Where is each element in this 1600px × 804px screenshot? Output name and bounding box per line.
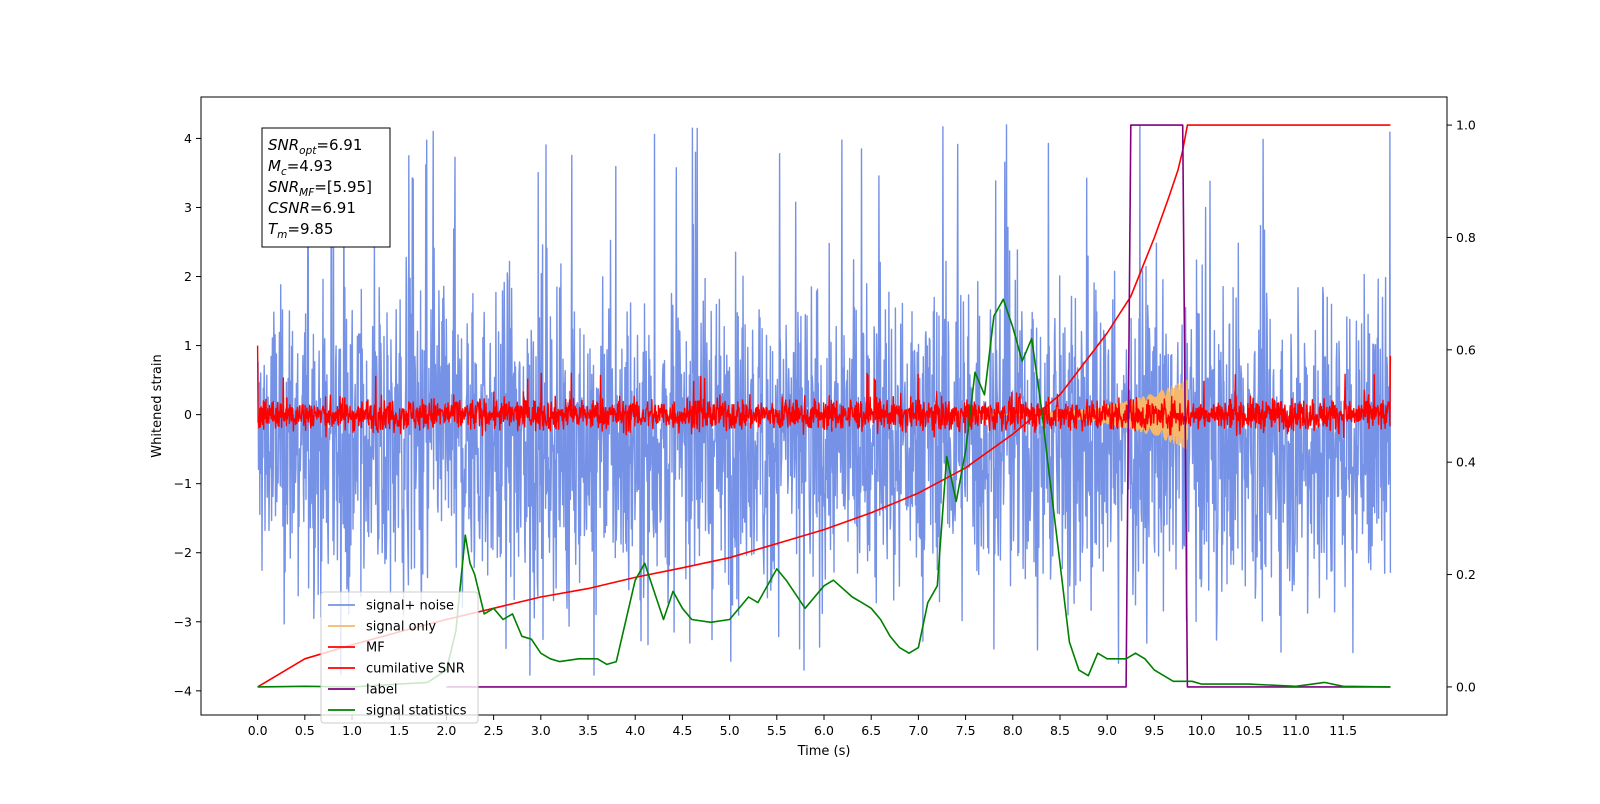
legend-label: cumilative SNR (366, 662, 465, 677)
y-tick-label-left: −2 (174, 545, 192, 560)
legend-frame (320, 591, 479, 724)
series-line-label (446, 124, 1391, 688)
x-tick-label: 7.0 (908, 723, 928, 738)
x-tick-label: 9.5 (1144, 723, 1164, 738)
x-tick-label: 6.0 (814, 723, 834, 738)
y-tick-label-left: 1 (184, 338, 192, 353)
x-tick-label: 1.5 (389, 723, 409, 738)
legend-label: signal statistics (366, 704, 467, 719)
x-tick-label: 3.0 (531, 723, 551, 738)
x-axis-label: Time (s) (797, 744, 851, 759)
series-line-signal-noise (257, 124, 1392, 676)
x-tick-label: 7.5 (956, 723, 976, 738)
y-tick-label-right: 0.0 (1456, 679, 1476, 694)
y-tick-label-left: −3 (174, 614, 192, 629)
x-tick-label: 0.0 (248, 723, 268, 738)
x-tick-label: 11.0 (1282, 723, 1310, 738)
legend: signal+ noise signal only MF cumilative SNR… (320, 591, 479, 724)
x-tick-label: 2.0 (436, 723, 456, 738)
y-tick-label-left: −1 (174, 476, 192, 491)
y-tick-label-left: 2 (184, 269, 192, 284)
y-tick-label-right: 0.2 (1456, 567, 1476, 582)
info-box-frame (261, 127, 391, 248)
y-tick-label-left: 0 (184, 407, 192, 422)
x-tick-label: 3.5 (578, 723, 598, 738)
x-tick-label: 4.5 (672, 723, 692, 738)
legend-label: signal only (366, 620, 436, 635)
x-tick-label: 4.0 (625, 723, 645, 738)
y-tick-label-left: 3 (184, 200, 192, 215)
info-line: CSNR=6.91 (268, 199, 356, 217)
x-tick-label: 5.5 (767, 723, 787, 738)
x-tick-label: 8.0 (1003, 723, 1023, 738)
y-tick-label-right: 0.8 (1456, 230, 1476, 245)
y-tick-label-left: −4 (174, 683, 192, 698)
y-axis-label: Whitened strain (150, 354, 165, 457)
y-tick-label-right: 0.6 (1456, 342, 1476, 357)
x-tick-label: 11.5 (1329, 723, 1357, 738)
info-line: SNRMF=[5.95] (268, 178, 372, 199)
y-axis-right: 0.0 0.2 0.4 0.6 0.8 1.0 (1447, 118, 1476, 694)
x-tick-label: 10.5 (1235, 723, 1263, 738)
y-tick-label-right: 0.4 (1456, 455, 1476, 470)
x-tick-label: 5.0 (720, 723, 740, 738)
series-line-mf (256, 345, 1392, 439)
legend-label: signal+ noise (366, 599, 454, 614)
info-line: Mc=4.93 (268, 157, 333, 178)
series-line-signal-statistics (257, 298, 1391, 688)
x-axis: 0.0 0.5 1.0 1.5 2.0 2.5 3.0 3.5 4.0 4.5 5.0 5.5 6.0 6… (248, 715, 1357, 738)
y-tick-label-left: 4 (184, 131, 192, 146)
x-tick-label: 2.5 (484, 723, 504, 738)
y-tick-label-right: 1.0 (1456, 118, 1476, 133)
info-line: Tm=9.85 (268, 220, 333, 241)
legend-label: label (366, 683, 397, 698)
x-tick-label: 0.5 (295, 723, 315, 738)
legend-label: MF (366, 641, 385, 656)
y-axis-left: −4 −3 −2 −1 0 1 2 3 4 (174, 131, 201, 698)
x-tick-label: 8.5 (1050, 723, 1070, 738)
x-tick-label: 10.0 (1188, 723, 1216, 738)
info-line: SNRopt=6.91 (268, 136, 362, 157)
x-tick-label: 9.0 (1097, 723, 1117, 738)
x-tick-label: 1.0 (342, 723, 362, 738)
x-tick-label: 6.5 (861, 723, 881, 738)
